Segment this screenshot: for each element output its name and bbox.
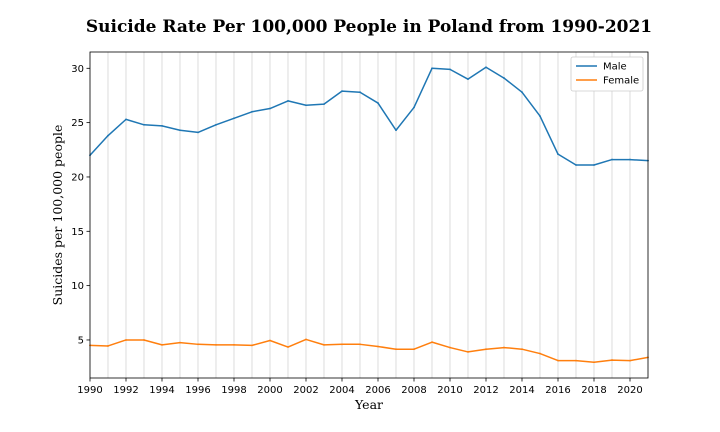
data-point-male-2011 <box>467 78 469 81</box>
data-point-male-1998 <box>233 117 235 120</box>
data-point-male-2008 <box>413 106 415 109</box>
data-point-female-2014 <box>521 348 523 351</box>
data-point-male-1996 <box>197 131 199 134</box>
y-axis-label: Suicides per 100,000 people <box>50 125 65 306</box>
data-point-female-1991 <box>107 345 109 347</box>
data-point-female-2004 <box>341 343 343 346</box>
y-tick-label-5: 5 <box>78 335 84 346</box>
data-point-male-2010 <box>449 68 451 71</box>
data-point-male-2014 <box>521 91 523 94</box>
x-tick-label-2006: 2006 <box>365 385 390 396</box>
legend-label-female: Female <box>603 76 639 87</box>
data-point-female-2007 <box>395 348 397 351</box>
series-layer <box>89 66 649 364</box>
x-axis-ticks: 1990 1992 1994 1996 1998 2000 2002 2004 2006 2008… <box>77 378 643 396</box>
data-point-female-2016 <box>557 359 559 362</box>
data-point-male-1992 <box>125 118 127 121</box>
y-axis-ticks: 5 10 15 20 25 30 <box>71 64 90 346</box>
x-tick-label-2020: 2020 <box>617 385 642 396</box>
data-point-female-2005 <box>359 343 361 346</box>
data-point-female-2015 <box>539 352 541 355</box>
data-point-male-1997 <box>215 123 217 126</box>
x-tick-label-2012: 2012 <box>473 385 498 396</box>
data-point-male-2016 <box>557 153 559 156</box>
x-axis-label: Year <box>354 397 383 412</box>
data-point-female-2012 <box>485 348 487 351</box>
y-tick-label-30: 30 <box>71 64 84 75</box>
data-point-male-2001 <box>287 100 289 102</box>
x-tick-label-2004: 2004 <box>329 385 354 396</box>
data-point-female-2003 <box>323 343 325 346</box>
data-point-female-2017 <box>575 359 577 362</box>
x-tick-label-2016: 2016 <box>545 385 570 396</box>
data-point-female-1999 <box>251 344 253 347</box>
data-point-female-1998 <box>233 343 235 346</box>
x-tick-label-1992: 1992 <box>113 385 138 396</box>
x-tick-label-1998: 1998 <box>221 385 246 396</box>
data-point-female-1994 <box>161 343 163 346</box>
x-tick-label-2002: 2002 <box>293 385 318 396</box>
y-tick-label-15: 15 <box>71 227 84 238</box>
y-tick-label-10: 10 <box>71 281 84 292</box>
data-point-male-2018 <box>593 164 595 166</box>
x-tick-label-2010: 2010 <box>437 385 462 396</box>
data-point-male-2005 <box>359 91 361 94</box>
x-tick-label-2008: 2008 <box>401 385 426 396</box>
x-tick-label-2014: 2014 <box>509 385 534 396</box>
data-point-male-1999 <box>251 110 253 113</box>
data-point-male-2017 <box>575 164 577 166</box>
data-point-female-2020 <box>629 359 631 362</box>
data-point-male-2007 <box>395 129 397 132</box>
x-tick-label-1994: 1994 <box>149 385 174 396</box>
chart-title: Suicide Rate Per 100,000 People in Polan… <box>86 17 652 37</box>
y-tick-label-20: 20 <box>71 172 84 183</box>
x-tick-label-2000: 2000 <box>257 385 282 396</box>
data-point-female-2009 <box>431 341 433 344</box>
data-point-male-1994 <box>161 124 163 127</box>
data-point-male-1993 <box>143 123 145 126</box>
data-point-female-2019 <box>611 359 613 361</box>
data-point-male-2020 <box>629 158 631 161</box>
data-point-female-2011 <box>467 351 469 353</box>
data-point-female-2010 <box>449 346 451 349</box>
grid-lines <box>89 52 649 378</box>
y-tick-label-25: 25 <box>71 118 84 129</box>
data-point-male-2019 <box>611 158 613 161</box>
data-point-male-2002 <box>305 104 307 107</box>
data-point-male-2003 <box>323 103 325 106</box>
data-point-male-1991 <box>107 134 109 137</box>
x-tick-label-1990: 1990 <box>77 385 102 396</box>
data-point-female-2001 <box>287 346 289 348</box>
plot-frame <box>89 51 649 379</box>
series-line-male <box>89 66 649 166</box>
data-point-male-2015 <box>539 115 541 118</box>
data-point-female-2008 <box>413 348 415 351</box>
data-point-female-1993 <box>143 339 145 341</box>
data-point-male-1995 <box>179 129 181 132</box>
data-point-female-1997 <box>215 343 217 346</box>
data-point-male-2009 <box>431 67 433 70</box>
data-point-male-2004 <box>341 90 343 93</box>
data-point-female-2000 <box>269 339 271 342</box>
data-point-male-2012 <box>485 66 487 69</box>
data-point-female-2013 <box>503 346 505 349</box>
x-tick-label-1996: 1996 <box>185 385 210 396</box>
data-point-female-2002 <box>305 338 307 341</box>
data-point-male-2000 <box>269 107 271 110</box>
legend-label-male: Male <box>603 62 627 73</box>
data-point-female-2006 <box>377 345 379 348</box>
data-point-female-2018 <box>593 361 595 364</box>
data-point-female-1992 <box>125 339 127 341</box>
data-point-female-1996 <box>197 343 199 346</box>
x-tick-label-2018: 2018 <box>581 385 606 396</box>
data-point-male-2013 <box>503 77 505 79</box>
series-line-female <box>89 338 649 363</box>
legend: Male Female <box>570 56 644 92</box>
data-point-female-1995 <box>179 341 181 344</box>
data-point-male-2006 <box>377 102 379 104</box>
